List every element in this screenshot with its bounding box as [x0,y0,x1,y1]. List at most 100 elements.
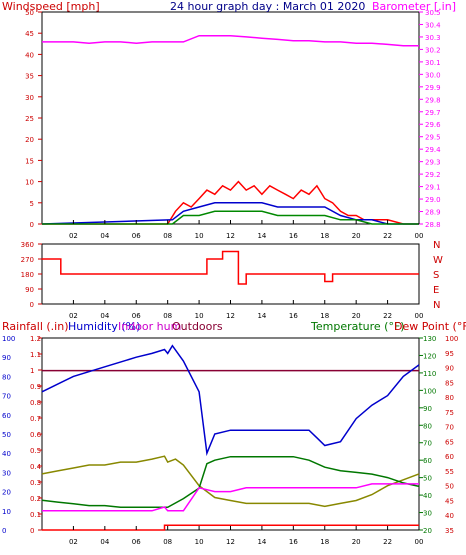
x-tick-label: 04 [100,538,109,546]
humidity-tick-label: 90 [2,354,11,362]
compass-label: S [433,270,439,281]
barometer-tick-label: 30.1 [425,59,441,67]
header-windspeed: Windspeed [mph] [2,0,100,13]
temperature-series [41,455,420,509]
header-rainfall: Rainfall (.in) [2,320,69,333]
rain-tick-label: 0.4 [30,463,42,471]
x-tick-label: 08 [163,232,172,240]
x-tick-label: 16 [289,312,298,320]
x-tick-label: 08 [163,312,172,320]
compass-label: N [433,240,440,251]
x-tick-label: 04 [100,312,109,320]
x-tick-label: 22 [383,312,392,320]
direction-tick-label: 180 [21,271,34,279]
x-tick-label: 22 [383,538,392,546]
rain-tick-label: 0.7 [30,415,41,423]
windspeed-tick-label: 20 [25,136,34,144]
compass-label: N [433,300,440,311]
dewpoint-tick-label: 75 [445,409,454,417]
dewpoint-tick-label: 35 [445,527,454,535]
temperature-tick-label: 120 [423,352,436,360]
direction-tick-label: 90 [25,286,34,294]
barometer-tick-label: 29.5 [425,134,441,142]
humidity-tick-label: 0 [2,527,6,535]
x-tick-label: 10 [195,538,204,546]
windspeed-tick-label: 5 [30,200,34,208]
humidity-tick-label: 40 [2,450,11,458]
rain-tick-label: 0.1 [30,511,41,519]
dewpoint-tick-label: 65 [445,438,454,446]
x-tick-label: 16 [289,232,298,240]
barometer-tick-label: 29.1 [425,184,441,192]
header-dewpoint: Dew Point (°F) [394,320,466,333]
dewpoint-series [41,455,420,508]
temperature-tick-label: 100 [423,387,436,395]
header-title: 24 hour graph day : March 01 2020 [170,0,365,13]
barometer-tick-label: 29.7 [425,109,441,117]
compass-label: E [433,285,439,296]
windspeed-tick-label: 25 [25,115,34,123]
windspeed-tick-label: 45 [25,30,34,38]
x-tick-label: 10 [195,312,204,320]
x-tick-label: 02 [69,232,78,240]
compass-label: W [433,255,443,266]
x-tick-label: 02 [69,312,78,320]
humidity-tick-label: 50 [2,431,11,439]
dewpoint-tick-label: 40 [445,512,454,520]
barometer-tick-label: 30.5 [425,9,441,17]
direction-tick-label: 0 [30,301,34,309]
x-tick-label: 06 [132,312,141,320]
windspeed-series [41,202,419,225]
rain-tick-label: 0.8 [30,399,41,407]
barometer-tick-label: 29.8 [425,96,441,104]
rain-tick-label: 0.9 [30,383,41,391]
dewpoint-tick-label: 90 [445,365,454,373]
x-tick-label: 06 [132,538,141,546]
barometer-tick-label: 30.2 [425,46,441,54]
x-tick-label: 12 [226,538,235,546]
humidity-tick-label: 60 [2,412,11,420]
temperature-tick-label: 50 [423,475,432,483]
rain-tick-label: 0.2 [30,495,41,503]
dewpoint-tick-label: 100 [445,335,458,343]
x-tick-label: 20 [352,232,361,240]
x-tick-label: 00 [415,232,424,240]
humidity-tick-label: 100 [2,335,15,343]
barometer-tick-label: 30.4 [425,21,441,29]
windavg-series [42,210,419,225]
windspeed-tick-label: 35 [25,73,34,81]
temperature-tick-label: 40 [423,492,432,500]
barometer-tick-label: 29.0 [425,196,441,204]
windspeed-tick-label: 40 [25,51,34,59]
humidity-tick-label: 10 [2,508,11,516]
header-indoor-hum: Indoor hum [118,320,181,333]
x-tick-label: 16 [289,538,298,546]
barometer-tick-label: 29.6 [425,121,441,129]
dewpoint-tick-label: 55 [445,468,454,476]
windspeed-tick-label: 15 [25,157,34,165]
humidity-tick-label: 70 [2,393,11,401]
x-tick-label: 12 [226,232,235,240]
dewpoint-tick-label: 85 [445,379,454,387]
rain-tick-label: 0.5 [30,447,41,455]
rain-tick-label: 0.6 [30,431,42,439]
temperature-tick-label: 80 [423,422,432,430]
barometer-tick-label: 29.2 [425,171,441,179]
rain-tick-label: 1.2 [30,335,41,343]
outdoor-humidity-series [41,344,420,457]
humidity-tick-label: 80 [2,373,11,381]
top-chart-frame [41,11,420,225]
temperature-tick-label: 70 [423,440,432,448]
x-tick-label: 04 [100,232,109,240]
direction-tick-label: 270 [21,256,34,264]
x-tick-label: 18 [320,538,329,546]
barometer-tick-label: 29.3 [425,159,441,167]
dewpoint-tick-label: 95 [445,350,454,358]
windspeed-tick-label: 0 [30,221,34,229]
rain-tick-label: 0 [30,527,34,535]
barometer-series [42,34,419,47]
header-outdoors: Outdoors [172,320,223,333]
x-tick-label: 18 [320,312,329,320]
x-tick-label: 08 [163,538,172,546]
